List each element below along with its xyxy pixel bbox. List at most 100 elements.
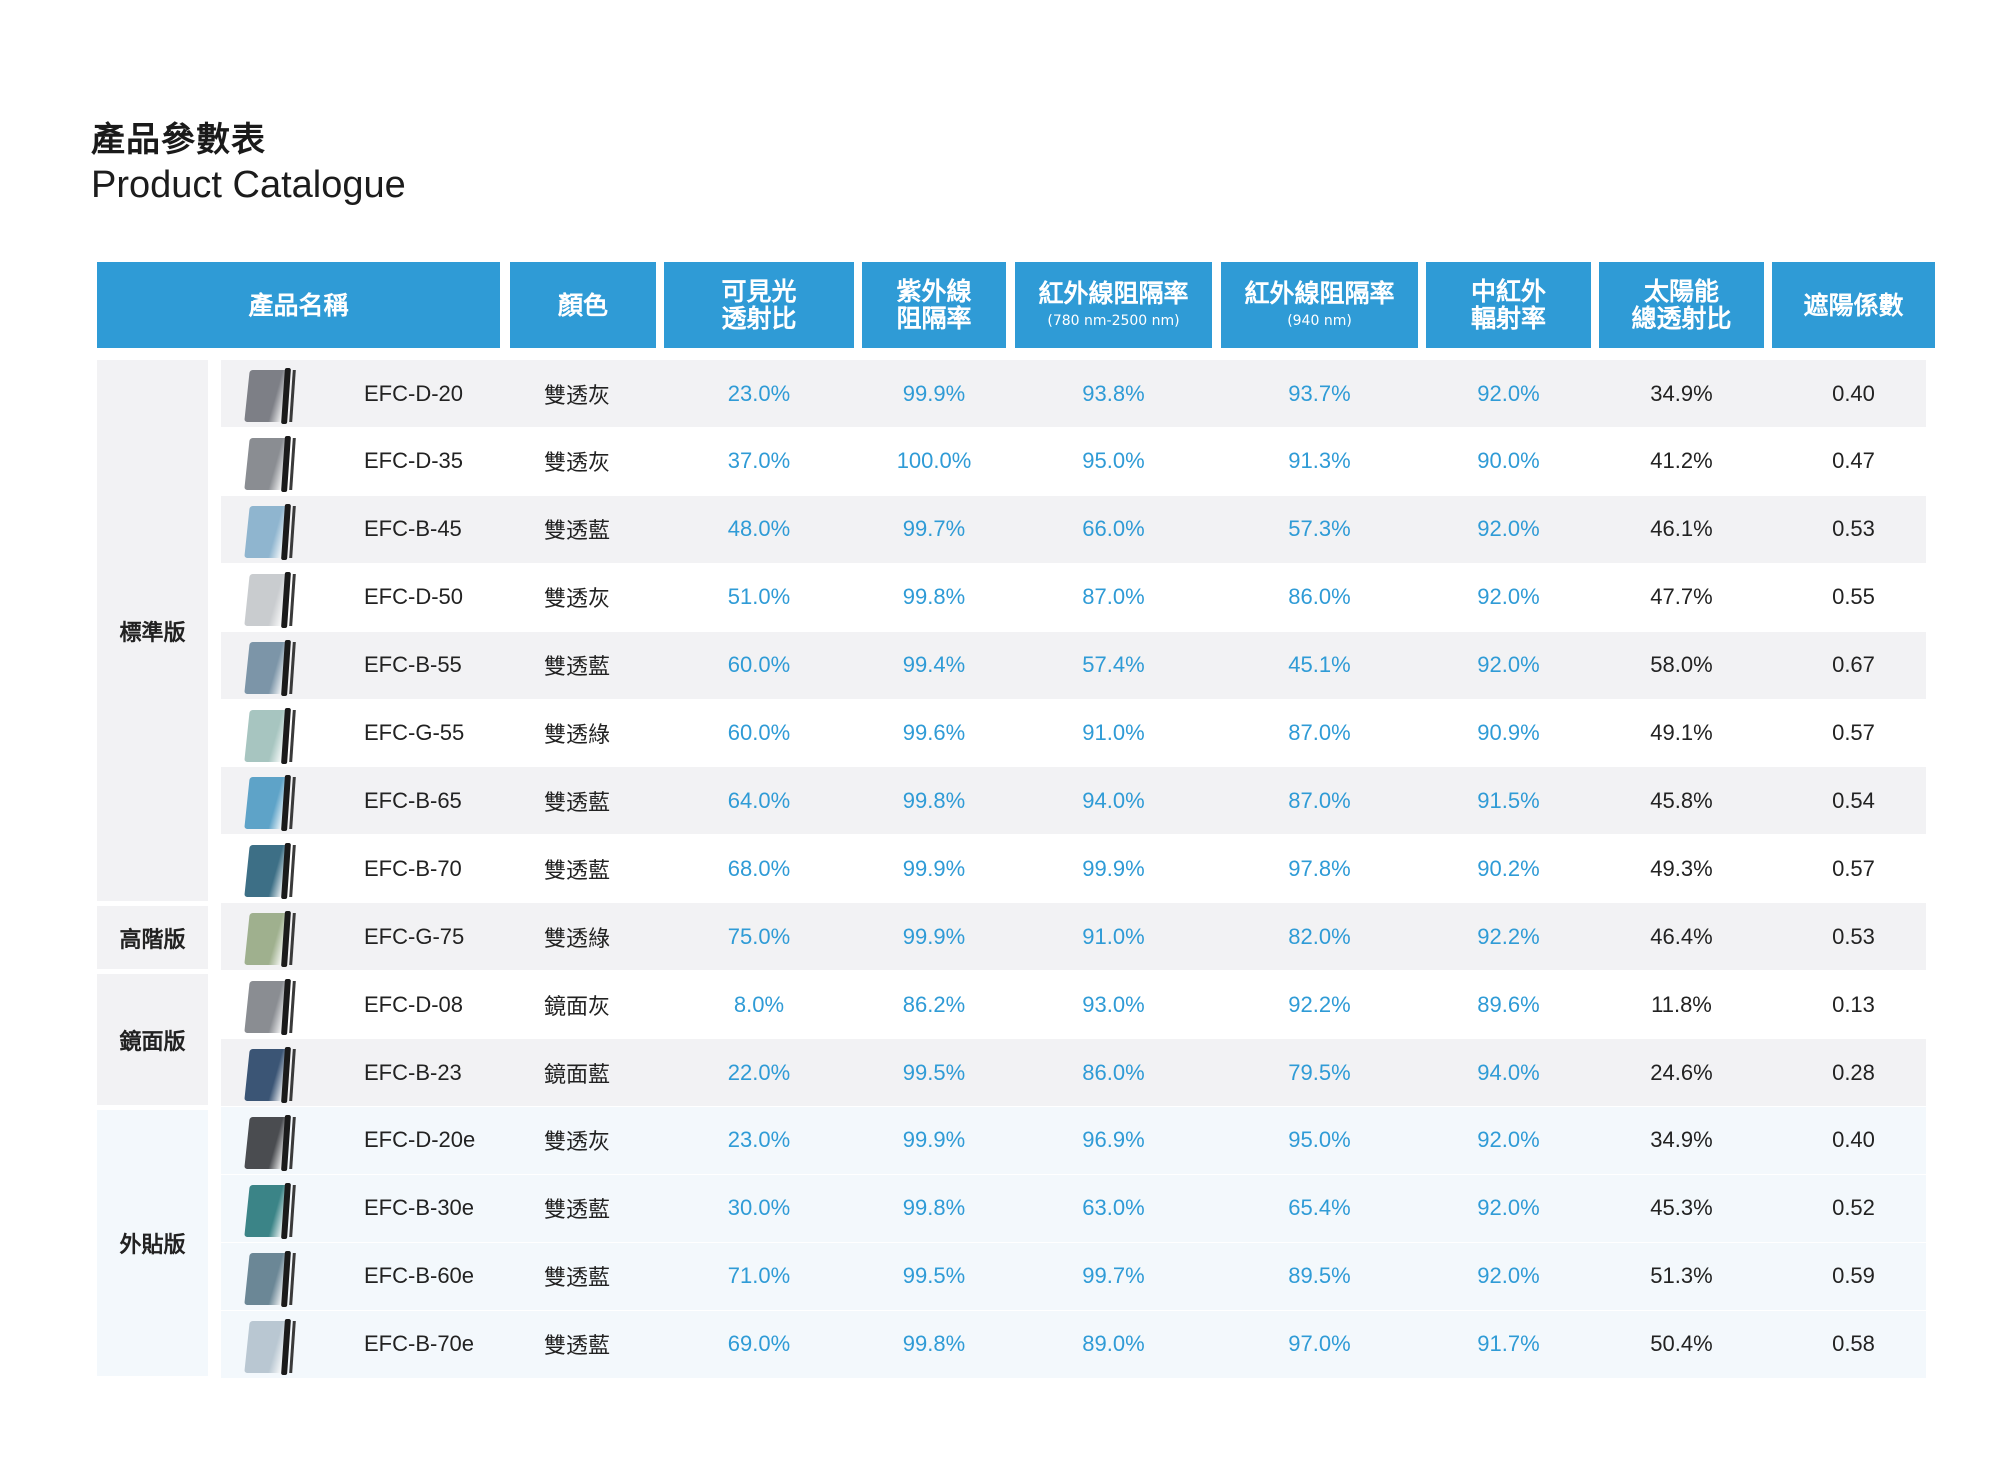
value-sc: 0.53 (1832, 923, 1875, 949)
value-tse: 45.8% (1650, 787, 1713, 813)
value-uv: 99.7% (902, 516, 966, 542)
header-uv: 紫外線 阻隔率 (862, 262, 1006, 348)
value-sc: 0.53 (1832, 516, 1875, 542)
header-color: 顏色 (510, 262, 656, 348)
value-mir: 92.2% (1477, 923, 1540, 949)
value-ir2: 79.5% (1288, 1059, 1351, 1085)
value-vlt: 37.0% (727, 448, 791, 474)
table-row: EFC-G-75 雙透綠 75.0% 99.9% 91.0% 82.0% 92.2% 46.4… (221, 903, 1926, 971)
value-tse: 41.2% (1650, 448, 1713, 474)
value-ir1: 91.0% (1082, 923, 1145, 949)
value-mir: 92.0% (1477, 1263, 1540, 1289)
value-vlt: 23.0% (727, 380, 791, 406)
film-swatch-icon (241, 977, 297, 1036)
value-sc: 0.55 (1832, 584, 1875, 610)
header-ir-940: 紅外線阻隔率 (940 nm) (1221, 262, 1418, 348)
value-sc: 0.52 (1832, 1195, 1875, 1221)
film-swatch-icon (241, 1045, 297, 1103)
value-sc: 0.67 (1832, 652, 1875, 678)
product-name: EFC-B-70e (364, 1331, 475, 1357)
value-vlt: 71.0% (727, 1263, 791, 1289)
value-ir1: 99.9% (1082, 855, 1145, 881)
value-mir: 91.5% (1477, 787, 1540, 813)
value-ir2: 57.3% (1288, 516, 1351, 542)
value-mir: 92.0% (1477, 1127, 1540, 1153)
value-ir1: 93.8% (1082, 380, 1145, 406)
value-mir: 92.0% (1477, 516, 1540, 542)
film-swatch-icon (241, 706, 297, 764)
film-swatch-icon (241, 1249, 297, 1307)
table-row: EFC-B-55 雙透藍 60.0% 99.4% 57.4% 45.1% 92.0% 58.0… (221, 631, 1926, 699)
header-ir-940-line1: 紅外線阻隔率 (1244, 278, 1395, 308)
film-swatch-icon (241, 570, 297, 628)
value-vlt: 23.0% (727, 1127, 791, 1153)
value-ir1: 99.7% (1082, 1263, 1145, 1289)
product-name: EFC-D-35 (364, 448, 464, 474)
value-vlt: 68.0% (727, 855, 791, 881)
header-tse-line2: 總透射比 (1631, 304, 1732, 333)
value-mir: 89.6% (1477, 991, 1540, 1017)
header-uv-line2: 阻隔率 (896, 304, 972, 333)
table-row: EFC-B-45 雙透藍 48.0% 99.7% 66.0% 57.3% 92.0% 46.1… (221, 495, 1926, 563)
product-color: 雙透藍 (544, 655, 611, 681)
group-standard: 標準版 (97, 360, 208, 901)
value-tse: 11.8% (1651, 991, 1712, 1017)
product-name: EFC-D-50 (364, 584, 464, 610)
group-premium: 高階版 (97, 906, 208, 969)
value-ir1: 93.0% (1082, 991, 1145, 1017)
value-ir2: 97.0% (1288, 1331, 1351, 1357)
value-uv: 99.8% (902, 1331, 966, 1357)
header-color-label: 顏色 (557, 290, 608, 320)
value-ir2: 92.2% (1288, 991, 1351, 1017)
value-ir1: 87.0% (1082, 584, 1145, 610)
value-mir: 92.0% (1477, 652, 1540, 678)
value-ir2: 89.5% (1288, 1263, 1351, 1289)
table-row: EFC-B-70 雙透藍 68.0% 99.9% 99.9% 97.8% 90.2% 49.3… (221, 835, 1926, 903)
value-uv: 99.8% (902, 584, 966, 610)
value-ir2: 95.0% (1288, 1127, 1351, 1153)
value-uv: 99.9% (902, 923, 966, 949)
value-ir2: 93.7% (1288, 380, 1351, 406)
value-uv: 99.8% (902, 787, 966, 813)
value-vlt: 30.0% (727, 1195, 791, 1221)
value-ir2: 82.0% (1288, 923, 1351, 949)
value-ir2: 45.1% (1288, 652, 1351, 678)
value-tse: 49.3% (1650, 855, 1713, 881)
product-name: EFC-B-65 (364, 787, 462, 813)
value-uv: 99.9% (902, 855, 966, 881)
value-sc: 0.47 (1832, 448, 1875, 474)
product-color: 雙透灰 (544, 1130, 611, 1156)
header-name: 產品名稱 (97, 262, 500, 348)
table-row: EFC-D-35 雙透灰 37.0% 100.0% 95.0% 91.3% 90.0% 41.… (221, 427, 1926, 495)
title-chinese: 產品參數表 (91, 120, 266, 160)
value-uv: 99.4% (902, 652, 966, 678)
value-mir: 92.0% (1477, 1195, 1540, 1221)
value-sc: 0.59 (1832, 1263, 1875, 1289)
header-vlt: 可見光 透射比 (664, 262, 854, 348)
film-swatch-icon (241, 638, 297, 696)
table-row: EFC-D-20 雙透灰 23.0% 99.9% 93.8% 93.7% 92.0% 34.9… (221, 360, 1926, 427)
value-sc: 0.54 (1832, 787, 1875, 813)
value-vlt: 60.0% (727, 652, 791, 678)
value-ir2: 65.4% (1288, 1195, 1351, 1221)
value-vlt: 48.0% (727, 516, 791, 542)
value-vlt: 8.0% (733, 991, 785, 1017)
group-external: 外貼版 (97, 1110, 208, 1376)
value-tse: 58.0% (1650, 652, 1713, 678)
table-row: EFC-G-55 雙透綠 60.0% 99.6% 91.0% 87.0% 90.9% 49.1… (221, 699, 1926, 767)
film-swatch-icon (241, 366, 297, 424)
header-ir-broad: 紅外線阻隔率 (780 nm-2500 nm) (1015, 262, 1212, 348)
value-sc: 0.57 (1832, 720, 1875, 745)
value-uv: 86.2% (902, 991, 966, 1017)
product-color: 雙透灰 (544, 451, 611, 477)
product-name: EFC-G-55 (364, 720, 465, 745)
header-sc-label: 遮陽係數 (1803, 290, 1904, 320)
value-tse: 46.1% (1650, 516, 1713, 542)
value-ir2: 87.0% (1288, 720, 1351, 745)
product-color: 雙透藍 (544, 1266, 611, 1292)
value-tse: 24.6% (1650, 1059, 1713, 1085)
product-name: EFC-B-60e (364, 1263, 475, 1289)
table-row: EFC-D-20e 雙透灰 23.0% 99.9% 96.9% 95.0% 92.0% 34.… (221, 1106, 1926, 1174)
product-name: EFC-D-20 (364, 380, 464, 406)
value-sc: 0.28 (1832, 1059, 1875, 1085)
